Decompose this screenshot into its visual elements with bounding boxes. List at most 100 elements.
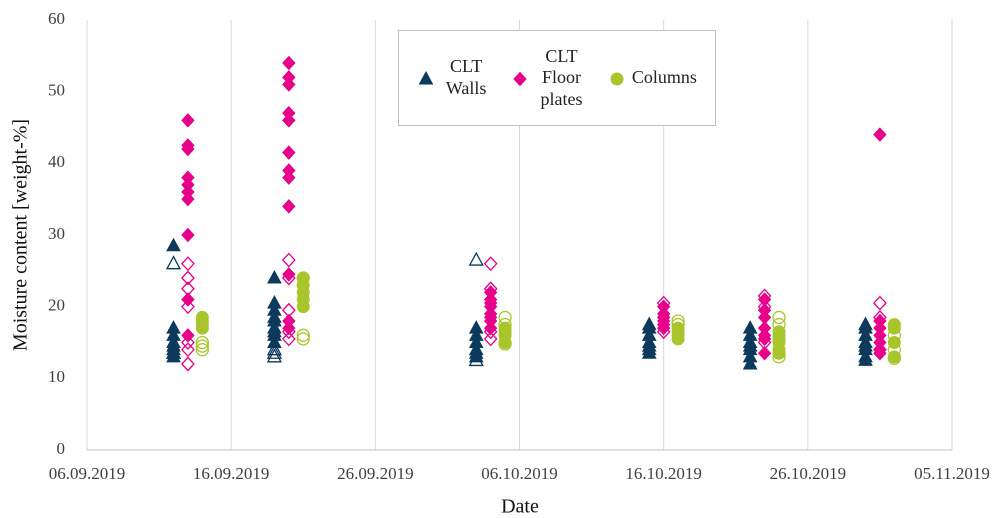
- data-point: [641, 345, 657, 359]
- data-point: [757, 299, 772, 315]
- data-point: [281, 302, 296, 318]
- legend-label: CLT Walls: [445, 56, 487, 98]
- data-point: [757, 331, 772, 347]
- data-point: [483, 281, 498, 297]
- data-point: [296, 300, 310, 314]
- x-tick-label: 06.09.2019: [49, 464, 126, 483]
- data-point: [772, 310, 786, 325]
- legend-entry: Columns: [608, 67, 697, 89]
- legend-marker: [418, 70, 434, 85]
- data-point: [181, 281, 195, 297]
- legend-marker: [513, 71, 528, 87]
- data-point: [296, 271, 310, 285]
- data-point: [181, 113, 195, 128]
- data-point: [266, 341, 283, 356]
- legend-symbol: [513, 71, 528, 87]
- x-tick-label: 16.10.2019: [625, 464, 702, 483]
- data-point: [873, 309, 887, 325]
- data-point: [282, 320, 296, 336]
- data-point: [498, 310, 512, 325]
- data-point: [757, 346, 772, 361]
- data-point: [266, 344, 283, 359]
- data-point: [887, 336, 901, 349]
- x-axis-label: Date: [501, 496, 539, 518]
- legend-entry: CLT Walls: [417, 56, 491, 99]
- data-point: [887, 321, 901, 335]
- data-point: [887, 343, 901, 357]
- data-point: [282, 199, 296, 214]
- data-point: [281, 324, 296, 340]
- data-point: [181, 227, 195, 243]
- legend-marker: [610, 72, 624, 86]
- data-point: [873, 295, 887, 311]
- data-point: [671, 314, 685, 328]
- data-point: [498, 317, 512, 332]
- data-point: [181, 299, 195, 315]
- legend: CLT Walls CLT Floor plates Columns: [398, 30, 716, 126]
- y-tick-label: 20: [48, 296, 65, 315]
- data-point: [267, 269, 282, 284]
- data-point: [498, 337, 512, 351]
- y-tick-label: 10: [48, 367, 65, 386]
- legend-entry: CLT Floor plates: [511, 46, 587, 111]
- data-point: [181, 335, 195, 350]
- data-point: [181, 270, 195, 286]
- y-tick-label: 60: [48, 9, 65, 28]
- data-point: [772, 346, 786, 360]
- data-point: [281, 270, 296, 286]
- data-point: [166, 237, 181, 252]
- data-point: [281, 331, 296, 347]
- x-tick-label: 16.09.2019: [193, 464, 270, 483]
- legend-symbol: [610, 72, 624, 86]
- data-point: [195, 335, 209, 350]
- data-point: [296, 332, 310, 346]
- data-point: [181, 141, 195, 157]
- data-point: [873, 342, 887, 358]
- data-point: [742, 355, 758, 370]
- data-point: [281, 252, 296, 268]
- y-axis-label: Moisture content [weight-%]: [10, 119, 32, 351]
- data-point: [165, 255, 182, 270]
- legend-label: Columns: [631, 67, 697, 88]
- x-tick-label: 05.11.2019: [914, 464, 990, 483]
- data-point: [165, 344, 182, 359]
- data-point: [181, 191, 195, 207]
- data-point: [772, 317, 786, 332]
- y-tick-label: 0: [57, 439, 66, 458]
- y-tick-label: 30: [48, 224, 65, 243]
- legend-label: CLT Floor plates: [540, 45, 583, 109]
- data-point: [483, 324, 498, 340]
- data-point: [656, 320, 671, 336]
- data-point: [858, 352, 873, 366]
- data-point: [266, 348, 283, 363]
- data-point: [282, 267, 296, 282]
- legend-symbol: [418, 70, 434, 85]
- data-point: [282, 145, 296, 160]
- data-point: [873, 127, 887, 142]
- x-tick-label: 06.10.2019: [481, 464, 558, 483]
- data-point: [282, 113, 296, 128]
- data-point: [282, 77, 296, 92]
- data-point: [282, 55, 296, 71]
- data-point: [296, 328, 310, 342]
- data-point: [195, 339, 209, 353]
- x-tick-label: 26.10.2019: [770, 464, 847, 483]
- data-point: [656, 295, 671, 311]
- data-point: [887, 328, 901, 342]
- data-point: [757, 335, 772, 350]
- data-point: [181, 342, 195, 358]
- data-point: [483, 256, 498, 272]
- data-point: [468, 352, 484, 367]
- data-point: [468, 251, 484, 266]
- data-point: [483, 331, 498, 347]
- y-tick-label: 40: [48, 152, 65, 171]
- data-point: [181, 356, 195, 372]
- data-point: [671, 332, 685, 346]
- y-tick-label: 50: [48, 81, 65, 100]
- data-point: [772, 332, 786, 346]
- data-point: [656, 324, 671, 340]
- data-point: [195, 321, 209, 335]
- data-point: [181, 256, 195, 272]
